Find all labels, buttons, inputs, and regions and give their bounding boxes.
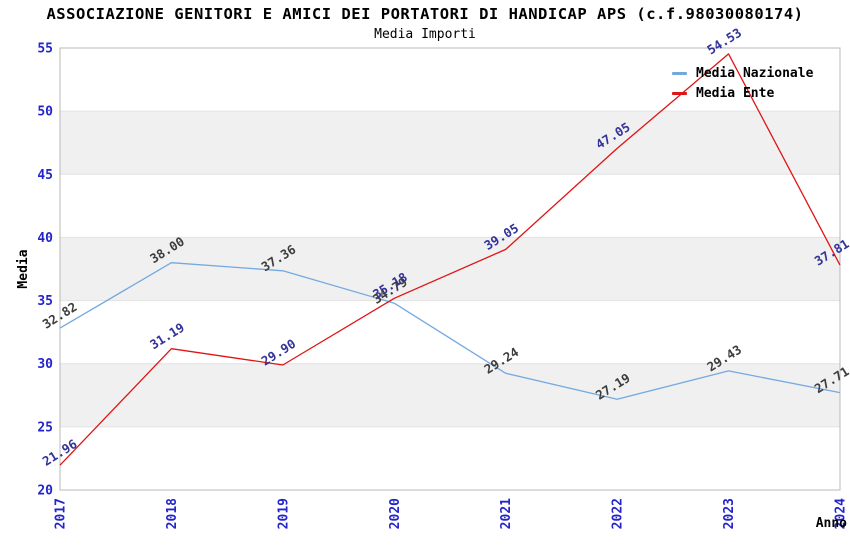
x-tick-label: 2022 <box>611 498 626 529</box>
x-tick-label: 2024 <box>834 498 849 529</box>
y-tick-label: 50 <box>37 105 53 120</box>
legend-label: Media Ente <box>696 86 775 101</box>
legend-label: Media Nazionale <box>696 66 814 81</box>
legend: Media Nazionale Media Ente <box>672 64 813 103</box>
y-tick-label: 45 <box>37 168 53 183</box>
x-axis-title: Anno <box>816 516 847 531</box>
legend-item-media-ente: Media Ente <box>672 84 813 103</box>
grid-band <box>60 111 840 175</box>
media-ente-line-swatch <box>672 92 687 95</box>
y-tick-label: 20 <box>37 484 53 499</box>
chart-subtitle: Media Importi <box>374 27 476 42</box>
series-line-media-ente <box>59 53 841 466</box>
grid-band <box>60 237 840 301</box>
grid-band <box>60 174 840 238</box>
grid-band <box>60 426 840 490</box>
grid-band <box>60 48 840 112</box>
y-tick-label: 40 <box>37 231 53 246</box>
grid-band <box>60 300 840 364</box>
series-line-media-nazionale <box>59 262 841 400</box>
x-tick-label: 2017 <box>54 498 69 529</box>
chart-title: ASSOCIAZIONE GENITORI E AMICI DEI PORTAT… <box>46 5 804 23</box>
x-tick-label: 2021 <box>499 498 514 529</box>
x-tick-label: 2020 <box>388 498 403 529</box>
y-tick-label: 35 <box>37 294 53 309</box>
media-nazionale-line-swatch <box>672 72 687 75</box>
x-tick-label: 2018 <box>165 498 180 529</box>
y-tick-label: 25 <box>37 420 53 435</box>
plot-border <box>59 47 841 491</box>
legend-item-media-nazionale: Media Nazionale <box>672 64 813 83</box>
y-tick-label: 30 <box>37 357 53 372</box>
x-tick-label: 2019 <box>276 498 291 529</box>
y-tick-label: 55 <box>37 42 53 57</box>
x-tick-label: 2023 <box>722 498 737 529</box>
y-axis-title: Media <box>16 249 31 288</box>
grid-band <box>60 363 840 427</box>
